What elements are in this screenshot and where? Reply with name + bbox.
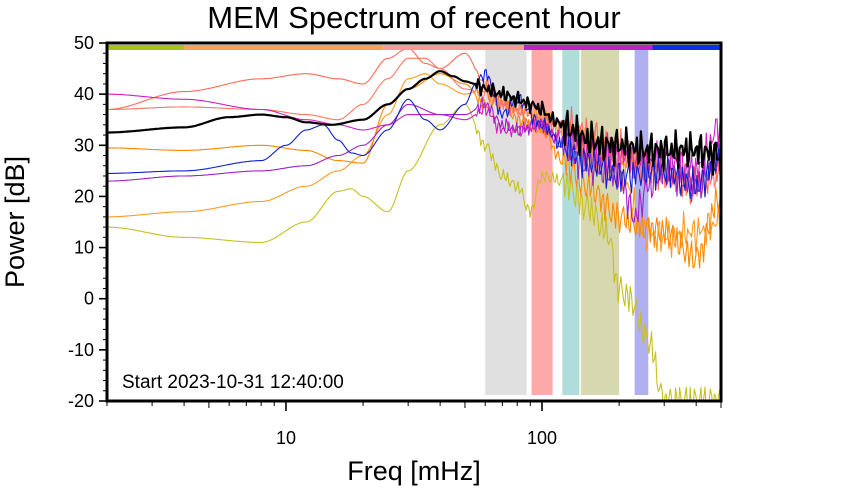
y-tick-label: 50	[74, 33, 94, 53]
frequency-band-2	[531, 47, 553, 395]
series-line-orange-2	[107, 73, 721, 269]
series-line-blue	[107, 68, 721, 199]
top-color-bar-segment-2	[184, 45, 384, 50]
start-time-annotation: Start 2023-10-31 12:40:00	[122, 372, 344, 393]
chart-title: MEM Spectrum of recent hour	[207, 0, 621, 35]
y-axis-label: Power [dB]	[0, 156, 30, 288]
x-axis-label: Freq [mHz]	[347, 456, 481, 486]
frequency-band-3	[562, 47, 580, 395]
top-color-bar-segment-1	[107, 45, 185, 50]
top-color-bar-segment-4	[523, 45, 653, 50]
series-group	[107, 47, 721, 401]
y-tick-label: -10	[68, 340, 94, 360]
y-tick-label: 10	[74, 238, 94, 258]
top-color-bar-segment-5	[652, 45, 721, 50]
x-tick-label: 10	[276, 428, 296, 448]
y-tick-label: 30	[74, 135, 94, 155]
series-line-magenta	[107, 93, 721, 190]
y-tick-label: -20	[68, 391, 94, 411]
series-line-black	[107, 70, 721, 176]
top-color-bar-segment-3	[383, 45, 524, 50]
y-tick-label: 40	[74, 84, 94, 104]
plot-frame	[105, 41, 723, 403]
y-tick-label: 0	[84, 289, 94, 309]
x-tick-label: 100	[527, 428, 557, 448]
frequency-band-4	[581, 47, 620, 395]
y-tick-label: 20	[74, 186, 94, 206]
series-line-yellow	[107, 103, 721, 401]
